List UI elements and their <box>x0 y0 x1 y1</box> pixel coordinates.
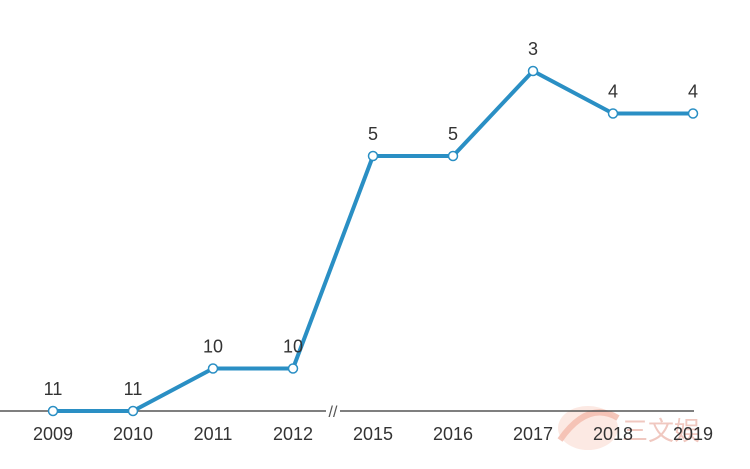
watermark-logo: 三文娱 <box>557 406 700 450</box>
series-line <box>53 69 693 413</box>
data-label: 10 <box>203 337 223 357</box>
data-label: 4 <box>608 82 618 102</box>
x-tick-label: 2019 <box>673 424 713 444</box>
data-point <box>287 363 299 374</box>
x-tick-label: 2018 <box>593 424 633 444</box>
data-label: 3 <box>528 39 538 59</box>
data-point <box>367 150 379 162</box>
data-point <box>687 108 699 119</box>
data-point <box>447 150 459 162</box>
data-point <box>127 405 139 417</box>
data-label: 5 <box>448 124 458 144</box>
data-point <box>207 363 219 374</box>
data-label: 11 <box>124 379 143 399</box>
watermark-swirl <box>558 406 618 450</box>
data-point <box>607 108 619 119</box>
axis-break-symbol: // <box>329 404 338 421</box>
x-tick-label: 2012 <box>273 424 313 444</box>
x-tick-label: 2011 <box>194 424 233 444</box>
x-tick-label: 2010 <box>113 424 153 444</box>
x-tick-label: 2016 <box>433 424 473 444</box>
data-point <box>527 65 539 77</box>
data-point <box>47 405 59 417</box>
x-tick-label: 2015 <box>353 424 393 444</box>
data-label: 10 <box>283 337 303 357</box>
data-label: 5 <box>368 124 378 144</box>
x-tick-label: 2017 <box>513 424 553 444</box>
data-label: 4 <box>688 82 698 102</box>
data-label: 11 <box>44 379 63 399</box>
x-tick-label: 2009 <box>33 424 73 444</box>
watermark-text: 三文娱 <box>622 416 700 446</box>
